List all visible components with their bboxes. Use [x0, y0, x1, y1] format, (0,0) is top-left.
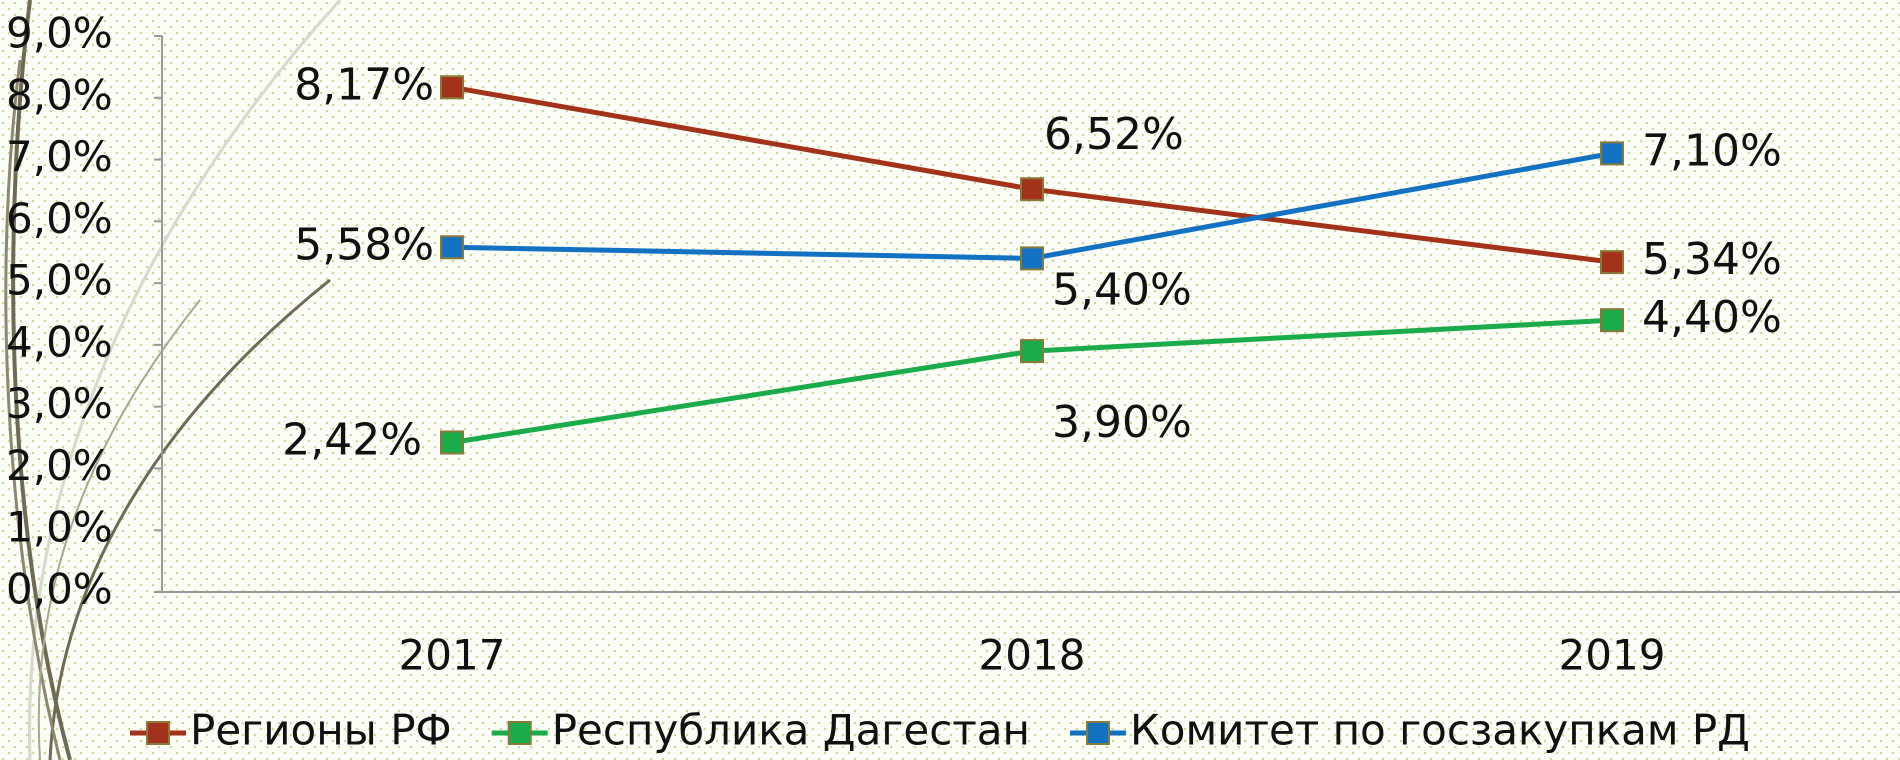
y-tick-label: 8,0% [6, 70, 113, 119]
y-tick-label: 9,0% [6, 9, 113, 58]
marker [1600, 141, 1624, 166]
legend-marker [146, 721, 170, 745]
marker [1600, 250, 1624, 275]
y-tick-label: 2,0% [6, 441, 113, 490]
data-label: 5,34% [1642, 234, 1782, 285]
x-tick-label: 2019 [1559, 631, 1666, 680]
y-tick-label: 7,0% [6, 132, 113, 181]
decoration [4, 0, 342, 760]
legend-label: Регионы РФ [190, 706, 452, 755]
legend-label: Комитет по госзакупкам РД [1130, 706, 1750, 755]
y-tick-label: 0,0% [6, 565, 113, 614]
marker [1020, 177, 1044, 202]
y-tick-label: 1,0% [6, 503, 113, 552]
marker [1020, 246, 1044, 271]
data-label: 8,17% [294, 59, 434, 110]
x-tick-label: 2017 [399, 631, 506, 680]
data-label: 3,90% [1052, 397, 1192, 448]
data-label: 4,40% [1642, 292, 1782, 343]
legend-marker [1085, 721, 1110, 745]
data-label: 6,52% [1044, 109, 1184, 160]
marker [1020, 339, 1044, 364]
y-tick-label: 3,0% [6, 379, 113, 428]
data-label: 2,42% [282, 414, 422, 465]
y-tick-label: 4,0% [6, 317, 113, 366]
legend-label: Республика Дагестан [552, 706, 1030, 755]
data-label: 5,40% [1052, 264, 1192, 315]
y-tick-label: 5,0% [6, 256, 113, 305]
data-label: 5,58% [294, 219, 434, 270]
marker [440, 235, 464, 260]
legend-marker [507, 721, 532, 745]
marker [440, 430, 464, 455]
y-tick-label: 6,0% [6, 194, 113, 243]
marker [440, 75, 464, 100]
data-label: 7,10% [1642, 125, 1782, 176]
marker [1600, 308, 1624, 333]
x-tick-label: 2018 [979, 631, 1086, 680]
